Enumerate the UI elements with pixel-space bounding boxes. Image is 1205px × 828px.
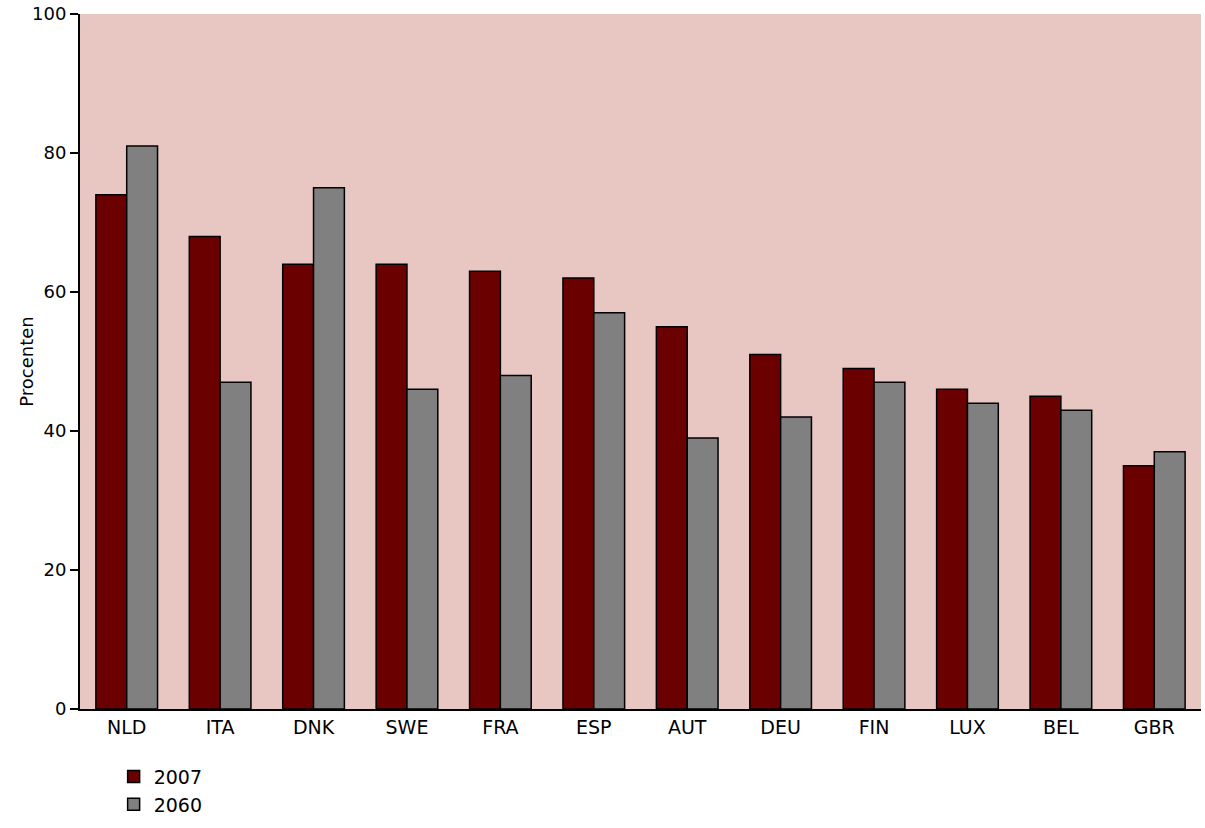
svg-text:ESP: ESP bbox=[576, 716, 612, 738]
svg-text:40: 40 bbox=[43, 420, 66, 441]
svg-text:ITA: ITA bbox=[206, 716, 235, 738]
svg-text:AUT: AUT bbox=[668, 716, 707, 738]
svg-text:60: 60 bbox=[43, 281, 66, 302]
svg-text:LUX: LUX bbox=[949, 716, 986, 738]
svg-text:2060: 2060 bbox=[154, 794, 202, 816]
svg-text:DEU: DEU bbox=[760, 716, 801, 738]
svg-text:Procenten: Procenten bbox=[16, 316, 37, 406]
svg-text:100: 100 bbox=[32, 3, 66, 24]
svg-text:80: 80 bbox=[43, 142, 66, 163]
svg-text:NLD: NLD bbox=[107, 716, 146, 738]
svg-text:SWE: SWE bbox=[386, 716, 429, 738]
svg-text:20: 20 bbox=[43, 559, 66, 580]
svg-text:DNK: DNK bbox=[293, 716, 335, 738]
svg-text:FIN: FIN bbox=[859, 716, 890, 738]
svg-text:BEL: BEL bbox=[1043, 716, 1079, 738]
svg-text:FRA: FRA bbox=[482, 716, 518, 738]
svg-text:2007: 2007 bbox=[154, 766, 202, 788]
svg-text:GBR: GBR bbox=[1134, 716, 1175, 738]
svg-text:0: 0 bbox=[55, 698, 66, 719]
